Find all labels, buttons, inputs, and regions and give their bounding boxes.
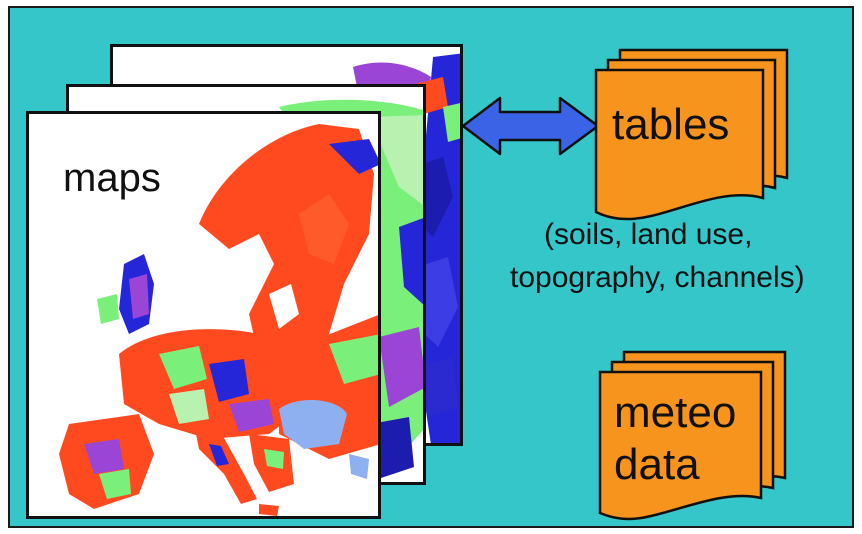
meteo-label-line1: meteo bbox=[614, 388, 737, 437]
tables-note-line2: topography, channels) bbox=[510, 261, 805, 294]
map-layer-front: maps bbox=[26, 111, 381, 519]
meteo-label-line2: data bbox=[614, 440, 700, 489]
tables-document-stack-icon bbox=[594, 48, 789, 221]
europe-map-image bbox=[59, 124, 378, 516]
maps-label: maps bbox=[63, 156, 161, 200]
diagram-canvas: maps tables (soils, land use, topography… bbox=[8, 6, 854, 528]
tables-note-line1: (soils, land use, bbox=[544, 218, 753, 251]
meteo-document-stack-icon bbox=[598, 350, 787, 521]
tables-label: tables bbox=[612, 100, 730, 149]
